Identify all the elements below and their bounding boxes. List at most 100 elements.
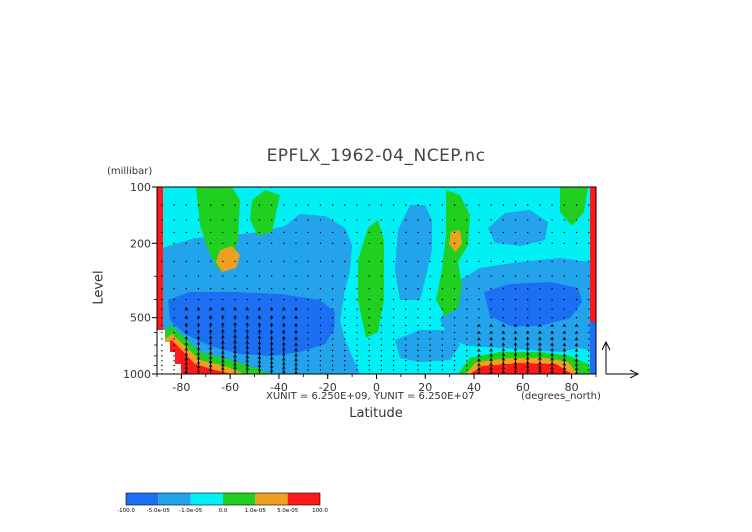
vector-dot: [453, 349, 456, 352]
vector-dot: [466, 275, 468, 277]
vector-dot: [392, 349, 395, 352]
vector-arrow-head: [282, 341, 286, 346]
vector-arrow-head: [574, 323, 579, 328]
vector-dot: [258, 219, 261, 221]
vector-dot: [173, 288, 175, 290]
vector-arrow-head: [257, 359, 262, 364]
vector-dot: [356, 364, 358, 367]
vector-arrow-head: [257, 364, 262, 368]
vector-dot: [368, 324, 370, 327]
vector-dot: [551, 288, 553, 290]
vector-arrow-head: [513, 356, 518, 361]
vector-dot: [490, 298, 492, 301]
vector-arrow-head: [294, 336, 298, 340]
vector-dot: [368, 308, 370, 310]
vector-arrow-head: [550, 330, 554, 334]
contour-negative-lower-center: [395, 330, 460, 362]
vector-arrow-head: [489, 330, 493, 334]
vector-dot: [173, 275, 175, 277]
vector-dot: [344, 260, 346, 263]
vector-dot: [283, 298, 285, 301]
colorbar: -100.0 -5.0e-05 -1.0e-05 0.0 1.0e-05 5.0e-05 1…: [117, 492, 328, 514]
vector-dot: [307, 219, 309, 221]
contour-strong-negative-south: [168, 292, 335, 356]
vector-arrow-head: [562, 330, 567, 334]
vector-dot: [356, 349, 358, 352]
vector-arrow-head: [501, 365, 506, 370]
vector-dot: [441, 369, 444, 371]
vector-dot: [270, 298, 273, 301]
vector-dot: [514, 231, 517, 234]
vector-dot: [344, 308, 346, 310]
vector-arrow-head: [208, 329, 213, 333]
contour-red-north-edge: [590, 187, 596, 322]
vector-arrow-head: [282, 322, 286, 327]
vector-dot: [429, 242, 431, 244]
vector-dot: [429, 308, 431, 310]
vector-arrow-head: [257, 346, 262, 350]
vector-arrow-head: [282, 315, 286, 319]
vector-dot: [478, 288, 480, 290]
vector-arrow-head: [221, 366, 225, 371]
vector-dot: [527, 219, 529, 221]
vector-dot: [234, 288, 236, 290]
vector-dot: [173, 308, 175, 310]
vector-dot: [185, 242, 187, 244]
x-axis-label: Latitude: [349, 406, 403, 421]
vector-dot: [356, 317, 358, 319]
colorbar-label: -1.0e-05: [179, 508, 203, 514]
vector-dot: [331, 204, 334, 206]
vector-arrow-head: [294, 330, 298, 334]
vector-dot: [392, 355, 395, 357]
vector-arrow-head: [208, 355, 213, 360]
vector-dot: [331, 288, 334, 290]
vector-dot: [527, 317, 529, 319]
vector-arrow-head: [208, 341, 213, 345]
vector-dot: [466, 360, 468, 362]
vector-dot: [283, 219, 285, 221]
vector-units-note: XUNIT = 6.250E+09, YUNIT = 6.250E+07: [266, 391, 475, 402]
vector-dot: [380, 260, 383, 263]
vector-dot: [295, 275, 297, 277]
vector-dot: [246, 204, 248, 206]
vector-arrow-head: [550, 342, 554, 346]
x-tick-label: -20: [319, 381, 337, 394]
y-axis-ticks: 100 200 500 1000: [123, 181, 157, 381]
vector-dot: [551, 231, 553, 234]
vector-dot: [478, 219, 480, 221]
vector-dot: [466, 331, 468, 334]
vector-dot: [270, 219, 273, 221]
vector-dot: [344, 317, 346, 319]
vector-arrow-head: [196, 306, 201, 311]
vector-dot: [295, 260, 297, 263]
vector-dot: [344, 349, 346, 352]
vector-dot: [587, 338, 590, 340]
vector-dot: [453, 344, 456, 346]
vector-dot: [453, 260, 456, 263]
vector-arrow-head: [562, 362, 567, 366]
vector-dot: [173, 369, 175, 371]
vector-dot: [185, 288, 187, 290]
vector-dot: [551, 204, 553, 206]
colorbar-label: 100.0: [312, 508, 328, 514]
vector-dot: [197, 275, 200, 277]
vector-arrow-head: [269, 356, 274, 360]
vector-arrow-head: [525, 364, 530, 368]
vector-dot: [258, 260, 261, 263]
vector-dot: [307, 331, 309, 334]
vector-dot: [453, 275, 456, 277]
contour-red-surface-north: [470, 363, 572, 374]
vector-dot: [380, 344, 383, 346]
vector-arrow-head: [184, 329, 189, 334]
vector-arrow-head: [208, 335, 213, 339]
vector-dot: [405, 242, 407, 244]
vector-arrow-head: [538, 369, 542, 373]
vector-dot: [380, 324, 383, 327]
vector-dot: [368, 360, 370, 362]
vector-dot: [161, 204, 163, 206]
vector-dot: [222, 231, 224, 234]
vector-arrow-head: [574, 337, 579, 341]
vector-arrow-head: [513, 369, 518, 373]
vector-arrow-head: [562, 348, 567, 352]
vector-dot: [551, 317, 553, 319]
